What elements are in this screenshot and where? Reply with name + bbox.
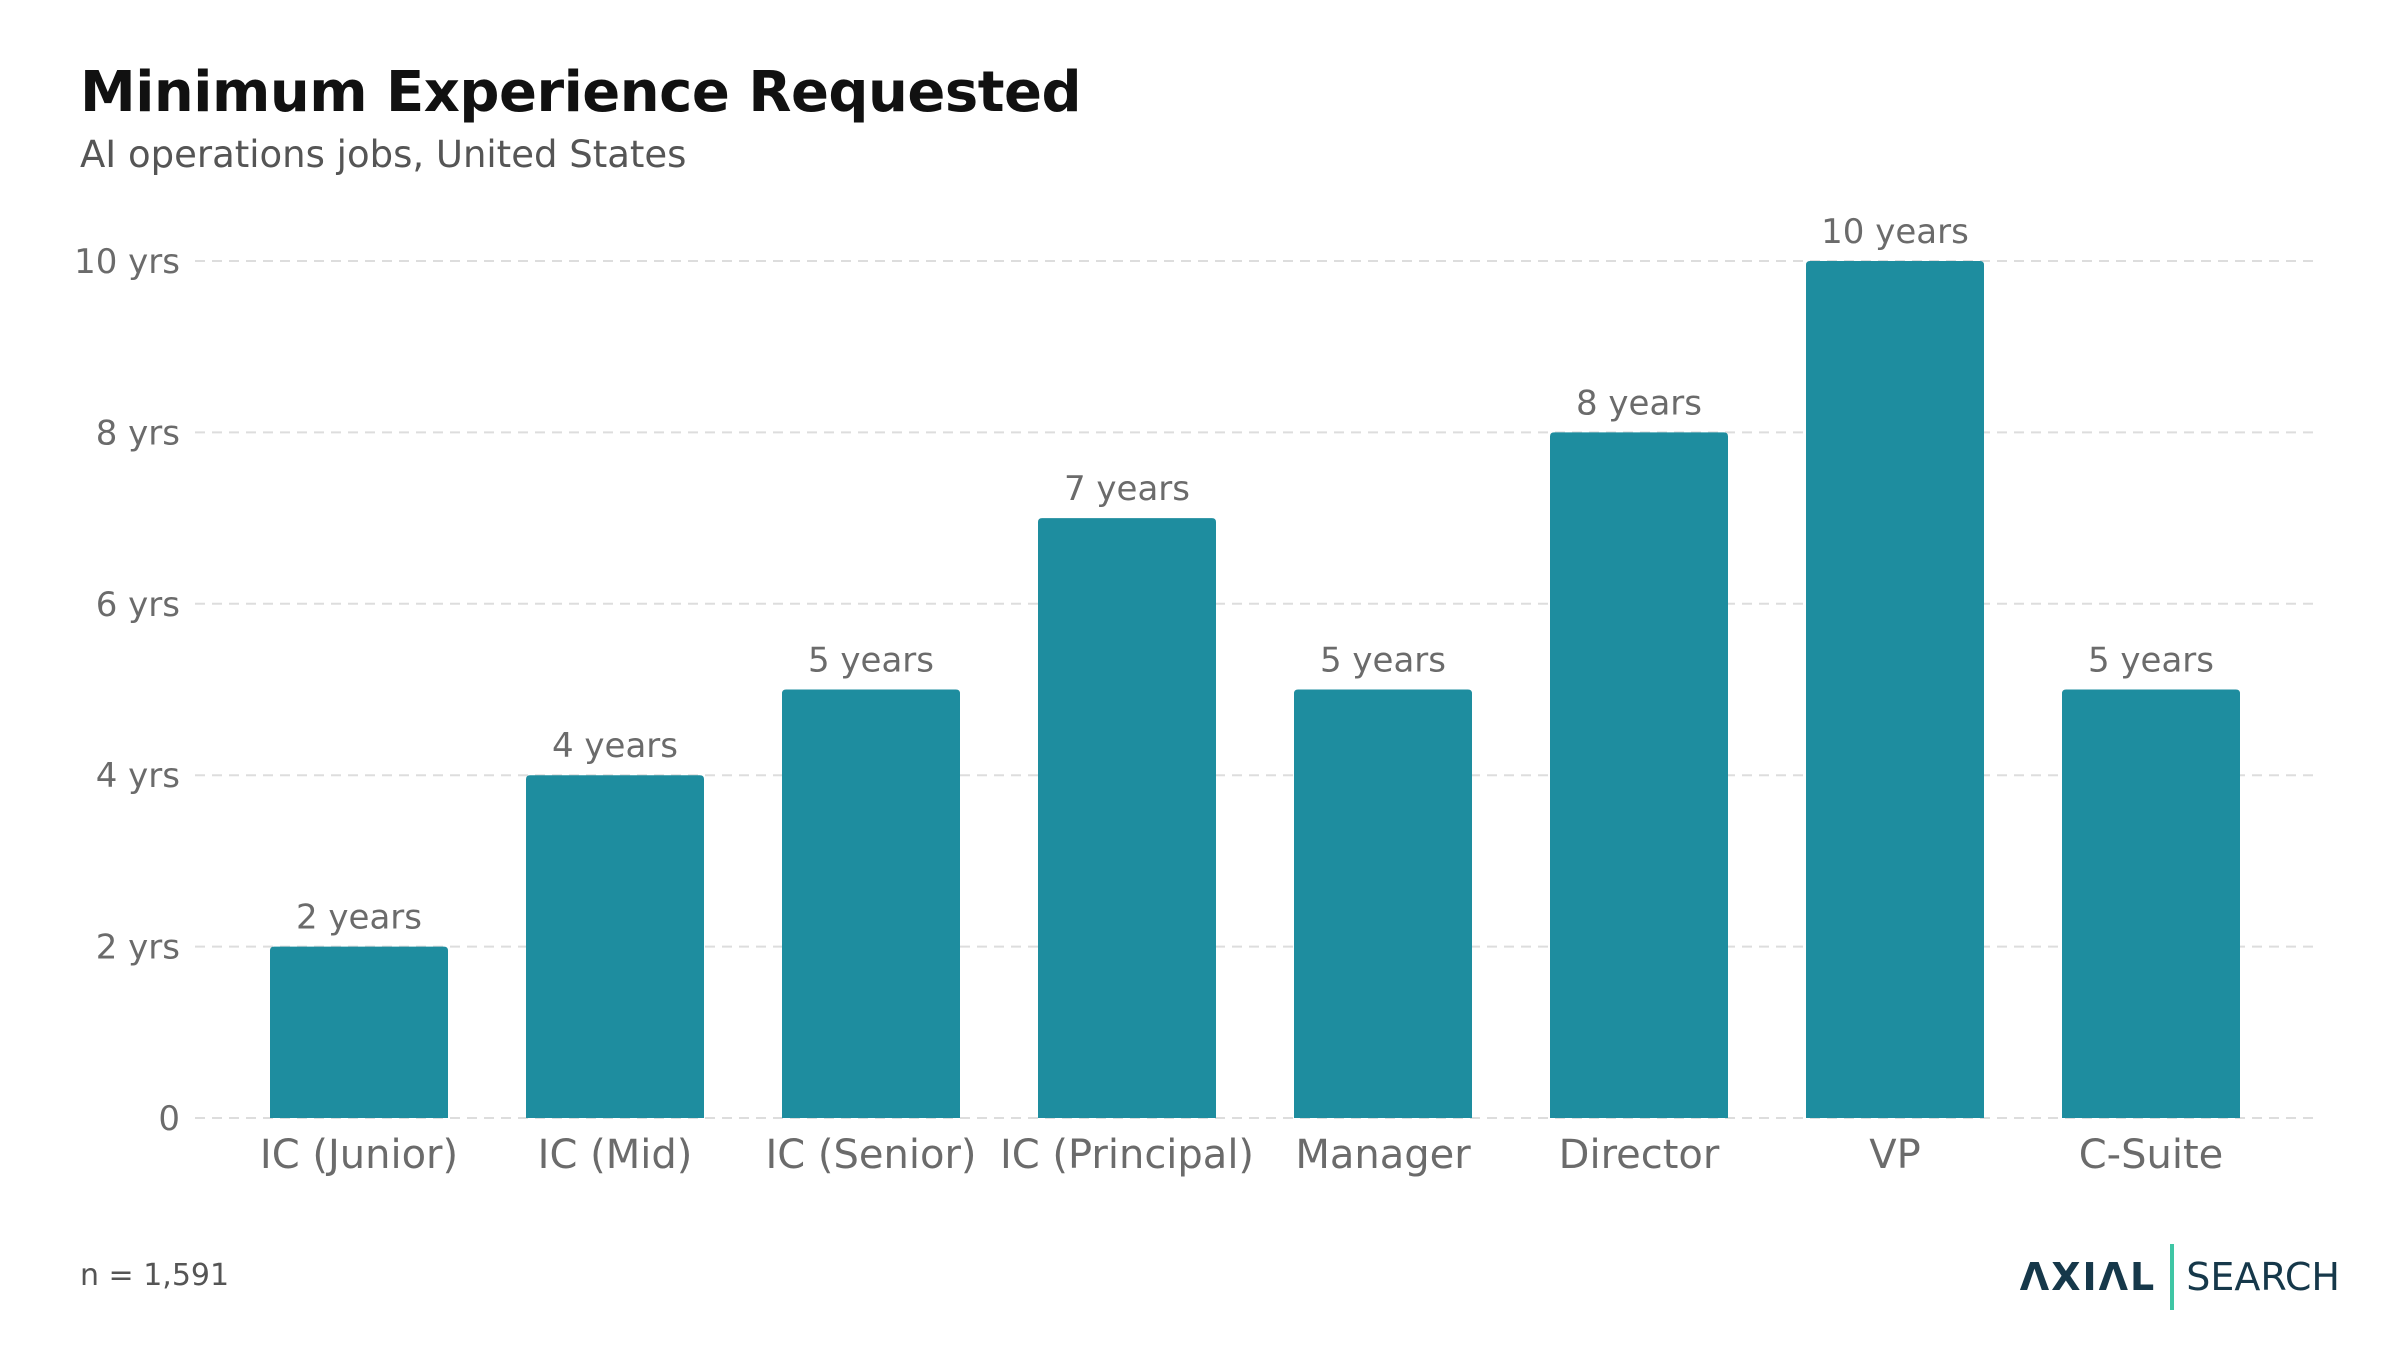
data-label: 10 years <box>1821 212 1969 252</box>
y-tick-label: 6 yrs <box>96 585 180 625</box>
chart-subtitle: AI operations jobs, United States <box>80 133 687 176</box>
y-axis-ticks: 0 2 yrs 4 yrs 6 yrs 8 yrs 10 yrs <box>74 242 180 1139</box>
x-tick-label: Director <box>1559 1132 1720 1178</box>
data-label: 8 years <box>1576 383 1702 423</box>
bar <box>1550 432 1728 1118</box>
y-tick-label: 8 yrs <box>96 413 180 453</box>
data-label: 7 years <box>1064 469 1190 509</box>
data-label: 4 years <box>552 726 678 766</box>
bar <box>1294 689 1472 1118</box>
data-labels: 2 years 4 years 5 years 7 years 5 years 8 yea… <box>296 212 2214 938</box>
data-label: 5 years <box>808 641 934 681</box>
bars <box>270 261 2240 1118</box>
data-label: 5 years <box>2088 641 2214 681</box>
x-tick-label: IC (Junior) <box>260 1132 458 1178</box>
bar <box>2062 689 2240 1118</box>
logo-mark: ΛXIΛL <box>2019 1255 2157 1299</box>
bar <box>782 689 960 1118</box>
x-tick-label: C-Suite <box>2079 1132 2224 1178</box>
gridlines <box>195 260 2315 1119</box>
axial-search-logo: ΛXIΛL SEARCH <box>2020 1242 2340 1312</box>
logo-divider <box>2170 1244 2175 1310</box>
y-tick-label: 4 yrs <box>96 756 180 796</box>
chart-title: Minimum Experience Requested <box>80 60 1082 125</box>
bar <box>1038 518 1216 1118</box>
sample-size-note: n = 1,591 <box>80 1258 230 1293</box>
x-tick-label: Manager <box>1295 1132 1471 1178</box>
logo-wordmark: SEARCH <box>2186 1255 2340 1299</box>
x-tick-label: IC (Mid) <box>538 1132 693 1178</box>
bar <box>270 946 448 1118</box>
bar <box>526 775 704 1118</box>
y-tick-label: 10 yrs <box>74 242 180 282</box>
data-label: 2 years <box>296 898 422 938</box>
y-tick-label: 0 <box>158 1099 180 1139</box>
x-tick-label: VP <box>1869 1132 1920 1178</box>
y-tick-label: 2 yrs <box>96 928 180 968</box>
bar <box>1806 261 1984 1118</box>
x-axis-ticks: IC (Junior) IC (Mid) IC (Senior) IC (Princi… <box>260 1132 2223 1178</box>
x-tick-label: IC (Principal) <box>1000 1132 1254 1178</box>
data-label: 5 years <box>1320 641 1446 681</box>
x-tick-label: IC (Senior) <box>765 1132 976 1178</box>
